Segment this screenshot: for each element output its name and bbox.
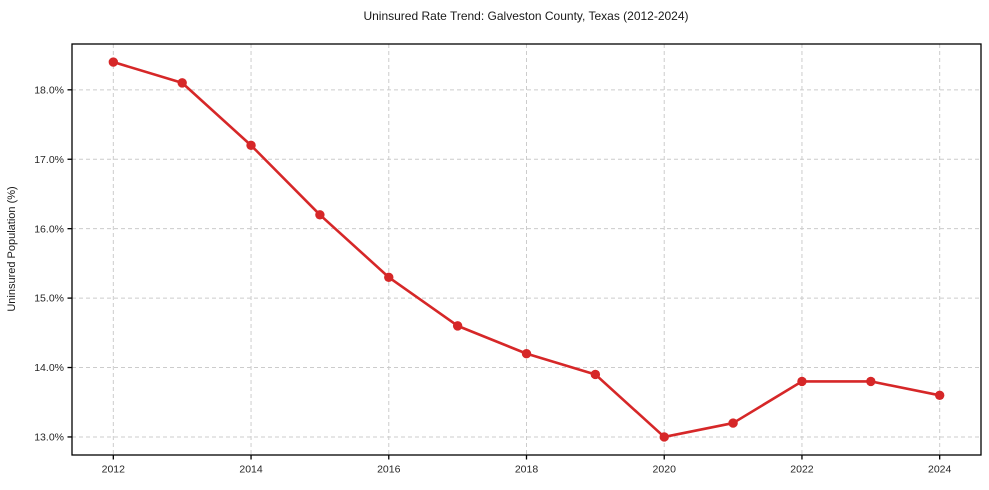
data-point <box>659 432 669 442</box>
chart-title: Uninsured Rate Trend: Galveston County, … <box>363 9 688 23</box>
x-tick-label: 2016 <box>377 464 401 476</box>
x-tick-label: 2020 <box>653 464 677 476</box>
data-point <box>728 418 738 428</box>
axis-tick-labels: 2012 2014 2016 2018 2020 2022 2024 13.0% 14.0% 15… <box>34 84 951 475</box>
data-point <box>866 376 876 387</box>
data-point <box>452 321 463 331</box>
data-point <box>934 390 945 400</box>
y-tick-label: 14.0% <box>34 362 64 374</box>
data-point <box>521 348 532 359</box>
data-point <box>384 272 394 282</box>
data-point <box>108 57 119 67</box>
gridlines <box>72 44 981 455</box>
x-tick-label: 2014 <box>239 464 263 476</box>
y-tick-label: 18.0% <box>34 84 64 96</box>
x-tick-label: 2012 <box>102 464 126 476</box>
data-point <box>797 376 807 387</box>
y-axis-label: Uninsured Population (%) <box>6 186 18 311</box>
y-tick-label: 16.0% <box>34 223 64 235</box>
data-point <box>246 140 256 151</box>
plot-border <box>71 43 982 456</box>
x-tick-label: 2022 <box>790 464 814 476</box>
data-point <box>315 210 325 220</box>
x-tick-label: 2024 <box>928 464 952 476</box>
y-tick-label: 13.0% <box>34 432 64 444</box>
data-point <box>177 78 187 88</box>
y-tick-label: 17.0% <box>34 154 64 166</box>
data-point <box>590 369 601 380</box>
axis-ticks <box>67 89 941 460</box>
data-series <box>108 57 945 442</box>
x-tick-label: 2018 <box>515 464 539 476</box>
y-tick-label: 15.0% <box>34 293 64 305</box>
